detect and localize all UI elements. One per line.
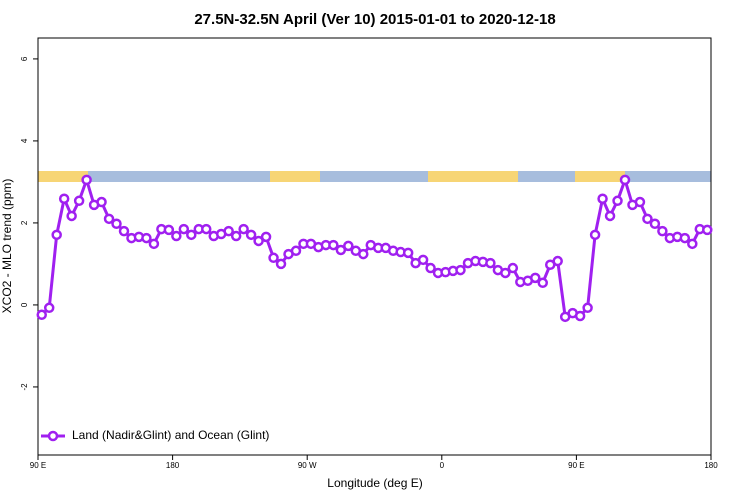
data-point xyxy=(552,255,563,267)
data-point xyxy=(343,240,354,252)
land-band xyxy=(38,171,88,182)
data-point xyxy=(43,302,55,314)
data-point xyxy=(634,196,646,208)
x-tick-label: 90 W xyxy=(298,461,317,470)
data-point xyxy=(171,230,182,242)
data-point xyxy=(604,210,616,222)
data-point xyxy=(657,225,668,237)
legend-marker xyxy=(47,430,59,442)
data-point xyxy=(141,232,152,244)
y-tick-label: 6 xyxy=(20,56,29,61)
data-point xyxy=(238,223,249,235)
data-point xyxy=(612,195,623,207)
data-point xyxy=(223,225,234,237)
y-tick-label: 0 xyxy=(20,302,29,307)
data-point xyxy=(335,244,347,256)
data-point xyxy=(687,238,698,250)
x-axis-label: Longitude (deg E) xyxy=(327,476,422,490)
land-band xyxy=(575,171,625,182)
data-point xyxy=(530,272,541,284)
data-point xyxy=(58,193,70,204)
x-tick-label: 180 xyxy=(166,461,180,470)
data-point xyxy=(163,224,175,236)
data-point xyxy=(402,247,414,259)
data-point xyxy=(66,210,77,222)
y-tick-label: -2 xyxy=(20,383,29,391)
data-point xyxy=(500,267,511,279)
data-point xyxy=(118,225,130,237)
data-point xyxy=(253,235,264,247)
data-point xyxy=(96,196,107,208)
data-point xyxy=(358,248,369,260)
data-point xyxy=(73,195,85,207)
data-point xyxy=(649,218,661,229)
data-point xyxy=(103,213,115,225)
y-tick-label: 4 xyxy=(20,138,29,143)
data-point xyxy=(574,310,586,322)
plot-frame xyxy=(37,37,712,456)
data-point xyxy=(537,277,548,289)
data-point xyxy=(597,193,608,204)
data-point xyxy=(425,262,436,274)
data-point xyxy=(455,264,466,276)
data-point xyxy=(702,224,713,236)
data-point xyxy=(507,262,519,274)
data-point xyxy=(111,218,122,229)
data-point xyxy=(642,213,653,225)
data-point xyxy=(275,258,287,270)
chart-title: 27.5N-32.5N April (Ver 10) 2015-01-01 to… xyxy=(194,11,555,28)
data-point xyxy=(328,239,339,251)
data-point xyxy=(582,302,593,314)
ocean-band xyxy=(38,171,711,182)
data-point xyxy=(51,229,62,241)
data-point xyxy=(148,238,160,250)
data-point xyxy=(417,254,429,266)
data-point xyxy=(268,252,279,264)
x-tick-label: 180 xyxy=(704,461,718,470)
data-point xyxy=(290,245,302,257)
x-tick-label: 90 E xyxy=(30,461,46,470)
data-point xyxy=(679,232,691,244)
data-point xyxy=(619,174,631,186)
land-band xyxy=(428,171,518,182)
legend-label: Land (Nadir&Glint) and Ocean (Glint) xyxy=(72,428,269,442)
y-tick-label: 2 xyxy=(20,220,29,225)
data-point xyxy=(186,229,197,241)
data-point xyxy=(589,229,601,241)
y-axis-label: XCO2 - MLO trend (ppm) xyxy=(0,179,14,314)
data-point xyxy=(81,174,92,186)
data-point xyxy=(260,231,272,243)
x-tick-label: 0 xyxy=(440,461,445,470)
data-point xyxy=(485,257,496,269)
data-point xyxy=(230,230,242,242)
data-point xyxy=(201,223,212,235)
land-ocean-strip xyxy=(38,171,711,182)
data-point xyxy=(178,223,190,235)
x-tick-label: 90 E xyxy=(568,461,584,470)
land-band xyxy=(270,171,320,182)
data-point xyxy=(245,229,257,241)
data-point xyxy=(36,309,47,321)
